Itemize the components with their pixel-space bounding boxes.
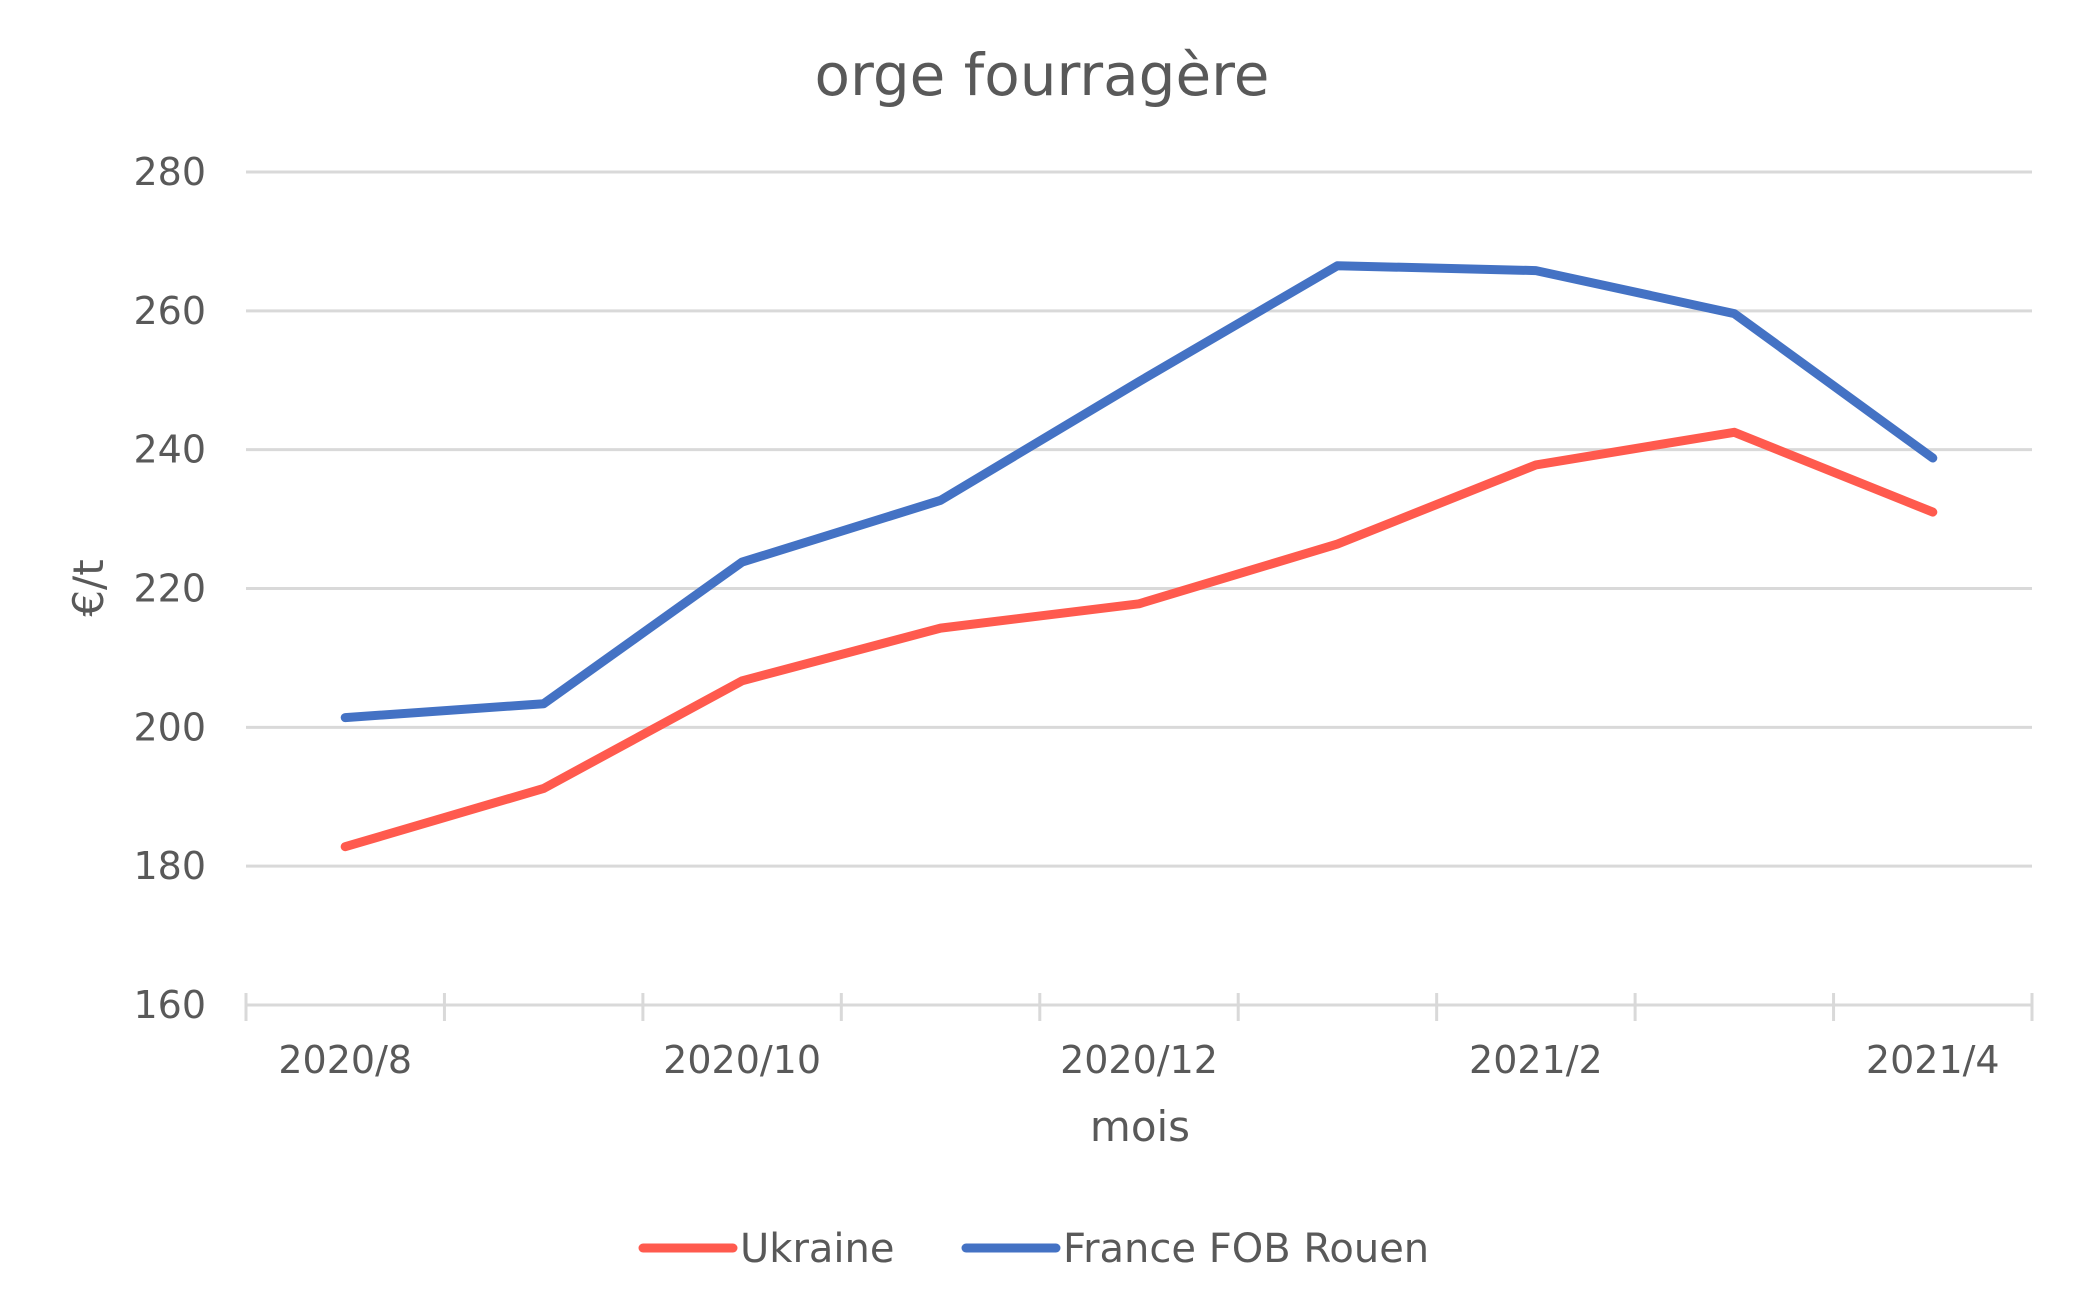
grid-lines	[246, 170, 2032, 868]
x-axis-label: mois	[1090, 1102, 1190, 1151]
series-line-france-fob-rouen	[340, 261, 1938, 723]
series-lines	[340, 261, 1938, 852]
x-tick-label-2021-4: 2021/4	[1866, 1038, 2000, 1082]
x-tick-label-2020-12: 2020/12	[1060, 1038, 1218, 1082]
y-tick-label-180: 180	[133, 844, 206, 888]
legend-label-0: Ukraine	[740, 1226, 894, 1272]
y-tick-label-240: 240	[133, 428, 206, 472]
y-tick-label-200: 200	[133, 705, 206, 749]
x-tick-label-2021-2: 2021/2	[1469, 1038, 1603, 1082]
legend: Ukraine France FOB Rouen	[638, 1226, 1429, 1272]
legend-label-1: France FOB Rouen	[1063, 1226, 1429, 1272]
x-tick-label-2020-10: 2020/10	[663, 1038, 821, 1082]
y-tick-label-280: 280	[133, 150, 206, 194]
x-tick-label-2020-8: 2020/8	[278, 1038, 412, 1082]
series-line-ukraine	[340, 427, 1938, 852]
y-axis-label: €/t	[64, 559, 113, 616]
y-tick-label-260: 260	[133, 289, 206, 333]
x-axis: 2020/8 2020/10 2020/12 2021/2 2021/4	[244, 993, 2034, 1082]
y-tick-label-220: 220	[133, 567, 206, 611]
y-axis-ticks: 160 180 200 220 240 260 280	[133, 150, 206, 1027]
chart-title: orge fourragère	[815, 41, 1270, 109]
y-tick-label-160: 160	[133, 983, 206, 1027]
